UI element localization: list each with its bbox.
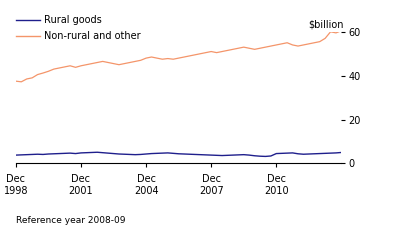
- Text: 2007: 2007: [199, 186, 224, 196]
- Text: Dec: Dec: [267, 174, 286, 184]
- Text: Dec: Dec: [202, 174, 221, 184]
- Text: 1998: 1998: [4, 186, 28, 196]
- Text: Rural goods: Rural goods: [44, 15, 101, 25]
- Text: Dec: Dec: [6, 174, 25, 184]
- Text: 2004: 2004: [134, 186, 158, 196]
- Text: Non-rural and other: Non-rural and other: [44, 31, 140, 41]
- Text: Dec: Dec: [71, 174, 91, 184]
- Text: $billion: $billion: [308, 20, 343, 30]
- Text: Reference year 2008-09: Reference year 2008-09: [16, 216, 125, 225]
- Text: Dec: Dec: [137, 174, 156, 184]
- Text: 2010: 2010: [264, 186, 289, 196]
- Text: 2001: 2001: [69, 186, 93, 196]
